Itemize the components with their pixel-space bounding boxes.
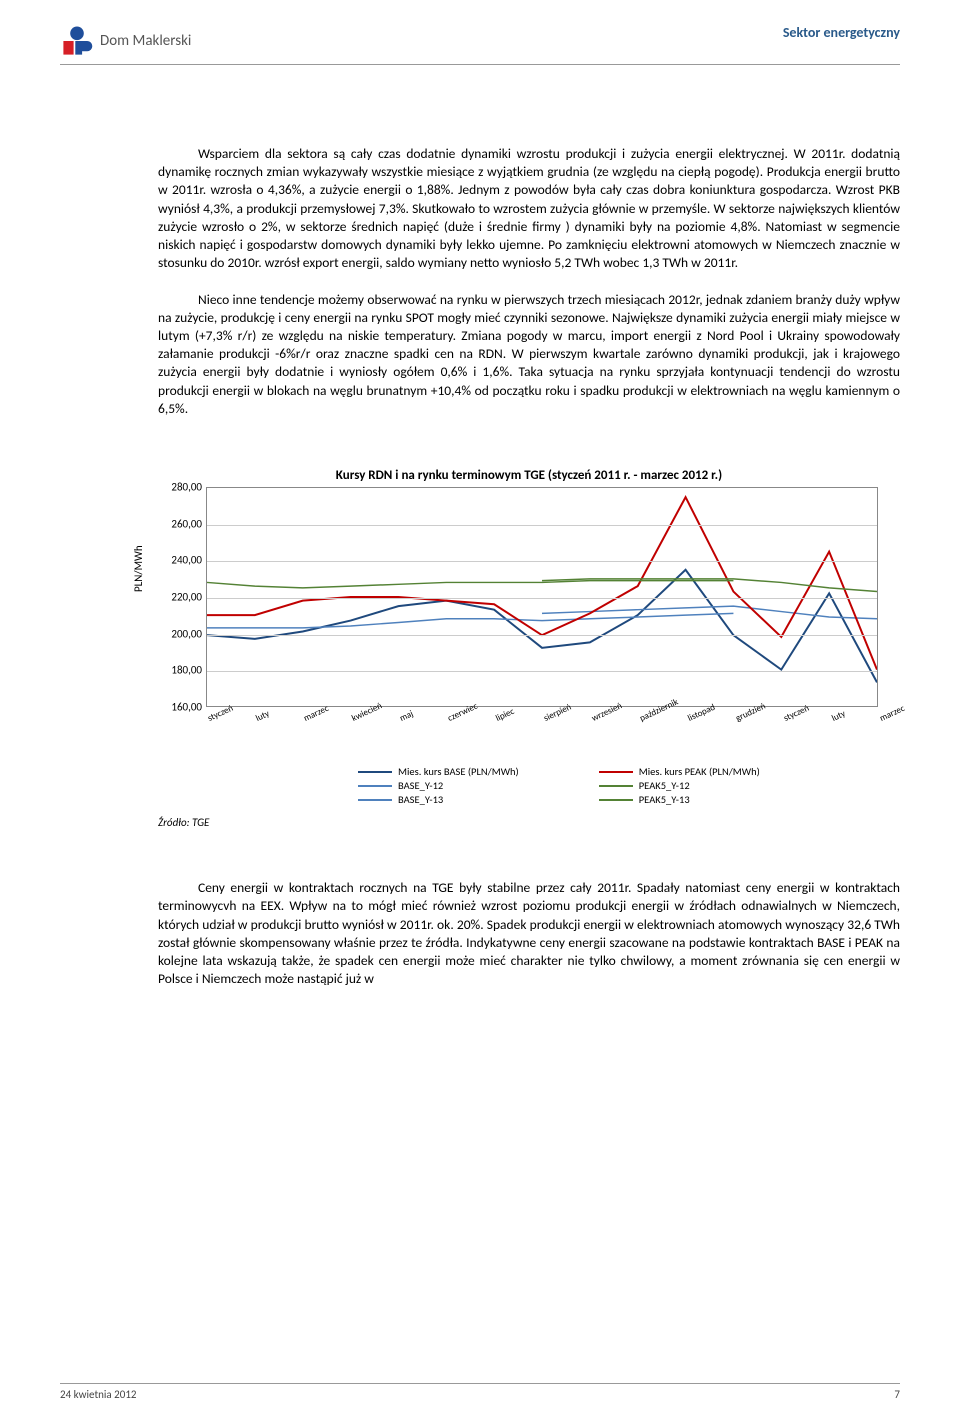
- paragraph-3: Ceny energii w kontraktach rocznych na T…: [158, 879, 900, 988]
- chart-plot-area: PLN/MWh 160,00180,00200,00220,00240,0026…: [158, 487, 878, 747]
- chart-gridline: [207, 561, 877, 562]
- header-section-title: Sektor energetyczny: [783, 24, 900, 41]
- paragraph-2: Nieco inne tendencje możemy obserwować n…: [158, 291, 900, 419]
- chart-x-tick: luty: [830, 708, 847, 724]
- legend-label: Mies. kurs BASE (PLN/MWh): [398, 765, 519, 778]
- chart-series-line: [207, 613, 733, 628]
- chart-y-tick: 180,00: [158, 664, 202, 677]
- chart-series-line: [207, 497, 877, 670]
- chart-series-line: [207, 581, 733, 588]
- chart-gridline: [207, 525, 877, 526]
- legend-item: BASE_Y-12: [358, 779, 519, 792]
- chart-y-tick: 280,00: [158, 481, 202, 494]
- legend-item: Mies. kurs PEAK (PLN/MWh): [599, 765, 760, 778]
- chart-svg: [207, 488, 877, 706]
- chart-y-tick: 240,00: [158, 554, 202, 567]
- chart-y-tick: 260,00: [158, 517, 202, 530]
- legend-label: Mies. kurs PEAK (PLN/MWh): [639, 765, 760, 778]
- logo: Dom Maklerski: [60, 24, 191, 58]
- legend-color-icon: [358, 799, 392, 801]
- chart-x-tick: marzec: [878, 703, 906, 724]
- chart-x-tick: luty: [254, 708, 271, 724]
- legend-item: PEAK5_Y-12: [599, 779, 760, 792]
- page-header: Dom Maklerski Sektor energetyczny: [60, 24, 900, 65]
- legend-color-icon: [599, 771, 633, 773]
- chart-x-tick: maj: [398, 708, 415, 724]
- chart-series-line: [207, 570, 877, 683]
- chart-x-tick: lipiec: [494, 706, 516, 724]
- legend-label: PEAK5_Y-12: [639, 779, 690, 792]
- chart-title: Kursy RDN i na rynku terminowym TGE (sty…: [158, 468, 900, 483]
- chart-y-axis-label: PLN/MWh: [132, 545, 145, 592]
- legend-item: Mies. kurs BASE (PLN/MWh): [358, 765, 519, 778]
- legend-color-icon: [358, 785, 392, 787]
- logo-text: Dom Maklerski: [100, 32, 191, 50]
- chart-y-tick: 200,00: [158, 627, 202, 640]
- legend-label: BASE_Y-12: [398, 779, 443, 792]
- chart-legend: Mies. kurs BASE (PLN/MWh)BASE_Y-12BASE_Y…: [358, 765, 900, 806]
- legend-label: PEAK5_Y-13: [639, 793, 690, 806]
- chart-gridline: [207, 598, 877, 599]
- legend-label: BASE_Y-13: [398, 793, 443, 806]
- paragraph-1: Wsparciem dla sektora są cały czas dodat…: [158, 145, 900, 273]
- page-footer: 24 kwietnia 2012 7: [60, 1383, 900, 1401]
- chart-y-tick: 220,00: [158, 591, 202, 604]
- legend-color-icon: [599, 799, 633, 801]
- chart-gridline: [207, 635, 877, 636]
- chart-source: Źródło: TGE: [158, 816, 900, 829]
- legend-color-icon: [358, 771, 392, 773]
- legend-color-icon: [599, 785, 633, 787]
- pko-logo-icon: [60, 24, 94, 58]
- legend-item: PEAK5_Y-13: [599, 793, 760, 806]
- chart-gridline: [207, 671, 877, 672]
- chart-y-tick: 160,00: [158, 701, 202, 714]
- footer-page-number: 7: [894, 1388, 900, 1401]
- footer-date: 24 kwietnia 2012: [60, 1388, 136, 1401]
- chart-container: Kursy RDN i na rynku terminowym TGE (sty…: [158, 468, 900, 829]
- legend-item: BASE_Y-13: [358, 793, 519, 806]
